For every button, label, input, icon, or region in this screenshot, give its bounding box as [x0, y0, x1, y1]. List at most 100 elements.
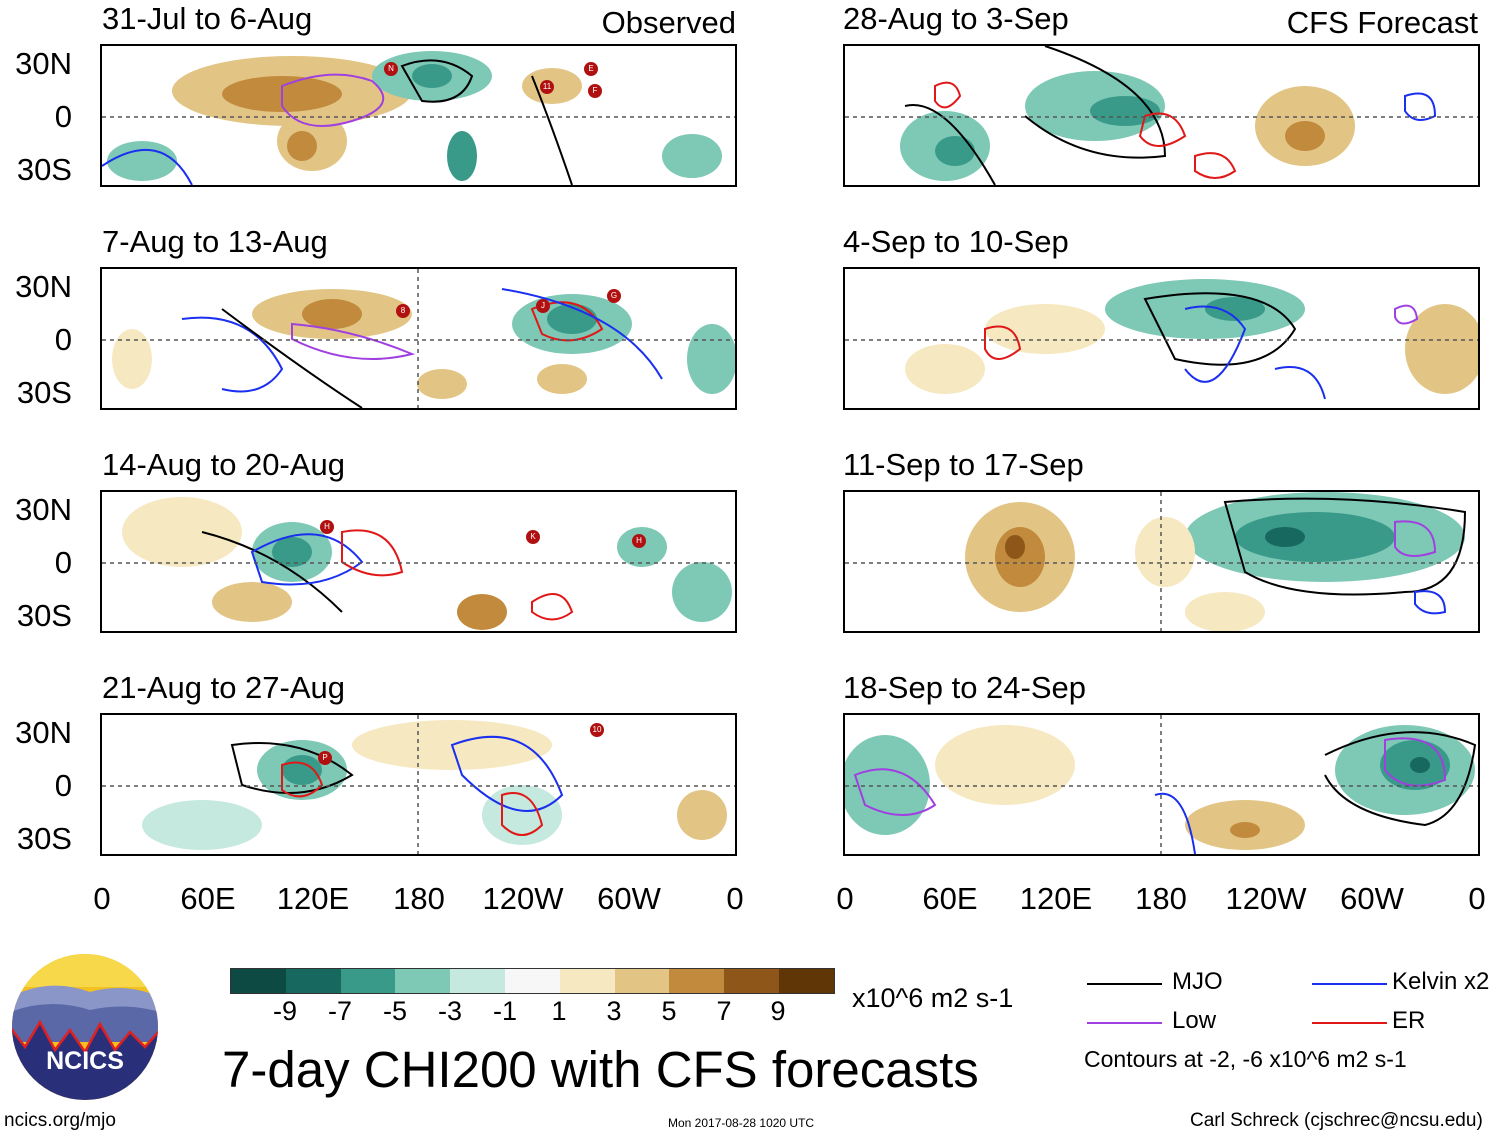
observed-label: Observed	[601, 5, 736, 40]
x-tick-label: 180	[393, 881, 445, 916]
footer-timestamp: Mon 2017-08-28 1020 UTC	[668, 1116, 815, 1130]
x-tick-label: 60W	[1340, 881, 1404, 916]
map-panel-observed-2: 8 J G	[100, 267, 737, 410]
legend-low-line	[1087, 1022, 1162, 1024]
storm-marker: K	[526, 530, 540, 544]
x-tick-label: 0	[93, 881, 111, 916]
panel-title-8: 18-Sep to 24-Sep	[843, 670, 1087, 705]
colorbar-tick: 7	[716, 996, 732, 1026]
map-panel-forecast-3	[843, 490, 1480, 633]
panel-title-2: 7-Aug to 13-Aug	[102, 224, 328, 259]
map-field	[102, 269, 735, 408]
storm-marker: H	[632, 534, 646, 548]
storm-marker: N	[384, 62, 398, 76]
storm-marker: G	[607, 289, 621, 303]
legend-er-label: ER	[1392, 1007, 1426, 1034]
colorbar-swatch	[559, 969, 615, 993]
legend-mjo-label: MJO	[1172, 968, 1223, 995]
chart-title: 7-day CHI200 with CFS forecasts	[222, 1041, 979, 1098]
x-tick-label: 0	[1468, 881, 1486, 916]
storm-marker: P	[318, 751, 332, 765]
y-label-30n: 30N	[15, 715, 72, 750]
colorbar-swatch	[340, 969, 396, 993]
map-field	[102, 497, 735, 630]
y-label-30n: 30N	[15, 492, 72, 527]
ncics-logo: NCICS	[10, 952, 160, 1102]
map-panel-observed-3: H K H	[100, 490, 737, 633]
contours-note: Contours at -2, -6 x10^6 m2 s-1	[1084, 1046, 1407, 1072]
colorbar-units: x10^6 m2 s-1	[852, 983, 1014, 1013]
x-tick-label: 120E	[276, 881, 350, 916]
y-label-eq: 0	[54, 545, 72, 580]
y-label-30n: 30N	[15, 46, 72, 81]
colorbar-tick: 9	[770, 996, 786, 1026]
map-field	[102, 715, 735, 854]
forecast-label: CFS Forecast	[1286, 5, 1478, 40]
colorbar-swatch	[285, 969, 341, 993]
y-label-30s: 30S	[16, 821, 72, 856]
x-tick-label: 60E	[180, 881, 236, 916]
panel-title-5: 28-Aug to 3-Sep	[843, 1, 1069, 36]
colorbar-swatch	[669, 969, 725, 993]
x-tick-label: 180	[1135, 881, 1187, 916]
y-label-30s: 30S	[16, 152, 72, 187]
storm-marker: H	[320, 520, 334, 534]
y-label-30s: 30S	[16, 598, 72, 633]
y-label-eq: 0	[54, 768, 72, 803]
storm-marker: 10	[590, 723, 604, 737]
legend-low-label: Low	[1172, 1007, 1217, 1034]
map-field	[845, 279, 1478, 400]
footer-url-link[interactable]: ncics.org/mjo	[4, 1110, 116, 1131]
colorbar-tick: -5	[382, 996, 408, 1026]
colorbar-swatch	[724, 969, 779, 993]
map-field	[845, 715, 1478, 854]
x-tick-label: 0	[836, 881, 854, 916]
colorbar-swatch	[614, 969, 670, 993]
storm-marker: J	[536, 299, 550, 313]
y-label-30n: 30N	[15, 269, 72, 304]
y-label-30s: 30S	[16, 375, 72, 410]
colorbar-tick: -3	[437, 996, 463, 1026]
y-label-eq: 0	[54, 99, 72, 134]
map-panel-forecast-2	[843, 267, 1480, 410]
map-panel-forecast-4	[843, 713, 1480, 856]
footer-author: Carl Schreck (cjschrec@ncsu.edu)	[1190, 1110, 1483, 1131]
colorbar-swatch	[778, 969, 834, 993]
map-panel-forecast-1	[843, 44, 1480, 187]
x-tick-label: 60E	[922, 881, 978, 916]
logo-text: NCICS	[46, 1047, 124, 1075]
legend-mjo-line	[1087, 983, 1162, 985]
colorbar-swatch	[231, 969, 286, 993]
storm-marker: F	[588, 84, 602, 98]
colorbar-tick: -9	[272, 996, 298, 1026]
legend-er-line	[1312, 1022, 1387, 1024]
panel-title-4: 21-Aug to 27-Aug	[102, 670, 346, 705]
x-tick-label: 0	[726, 881, 744, 916]
x-tick-label: 120W	[482, 881, 564, 916]
ncics-logo-graphic	[12, 954, 158, 1100]
x-tick-label: 60W	[597, 881, 661, 916]
colorbar-tick: 1	[551, 996, 567, 1026]
storm-marker: 8	[396, 304, 410, 318]
colorbar-swatch	[395, 969, 451, 993]
colorbar-tick: -1	[492, 996, 518, 1026]
colorbar	[230, 968, 835, 994]
colorbar-swatch	[450, 969, 505, 993]
panel-title-7: 11-Sep to 17-Sep	[843, 447, 1084, 482]
map-panel-observed-4: P 10	[100, 713, 737, 856]
panel-title-3: 14-Aug to 20-Aug	[102, 447, 346, 482]
y-label-eq: 0	[54, 322, 72, 357]
colorbar-tick: -7	[327, 996, 353, 1026]
panel-title-6: 4-Sep to 10-Sep	[843, 224, 1069, 259]
legend-kelvin-label: Kelvin x2	[1392, 968, 1490, 995]
x-tick-label: 120W	[1225, 881, 1307, 916]
storm-marker: E	[584, 62, 598, 76]
map-field	[102, 51, 735, 185]
map-field	[845, 46, 1478, 185]
colorbar-tick: 3	[606, 996, 622, 1026]
colorbar-tick: 5	[661, 996, 677, 1026]
map-panel-observed-1: N E 11 F	[100, 44, 737, 187]
legend-kelvin-line	[1312, 983, 1387, 985]
map-field	[845, 492, 1478, 631]
storm-marker: 11	[540, 80, 554, 94]
